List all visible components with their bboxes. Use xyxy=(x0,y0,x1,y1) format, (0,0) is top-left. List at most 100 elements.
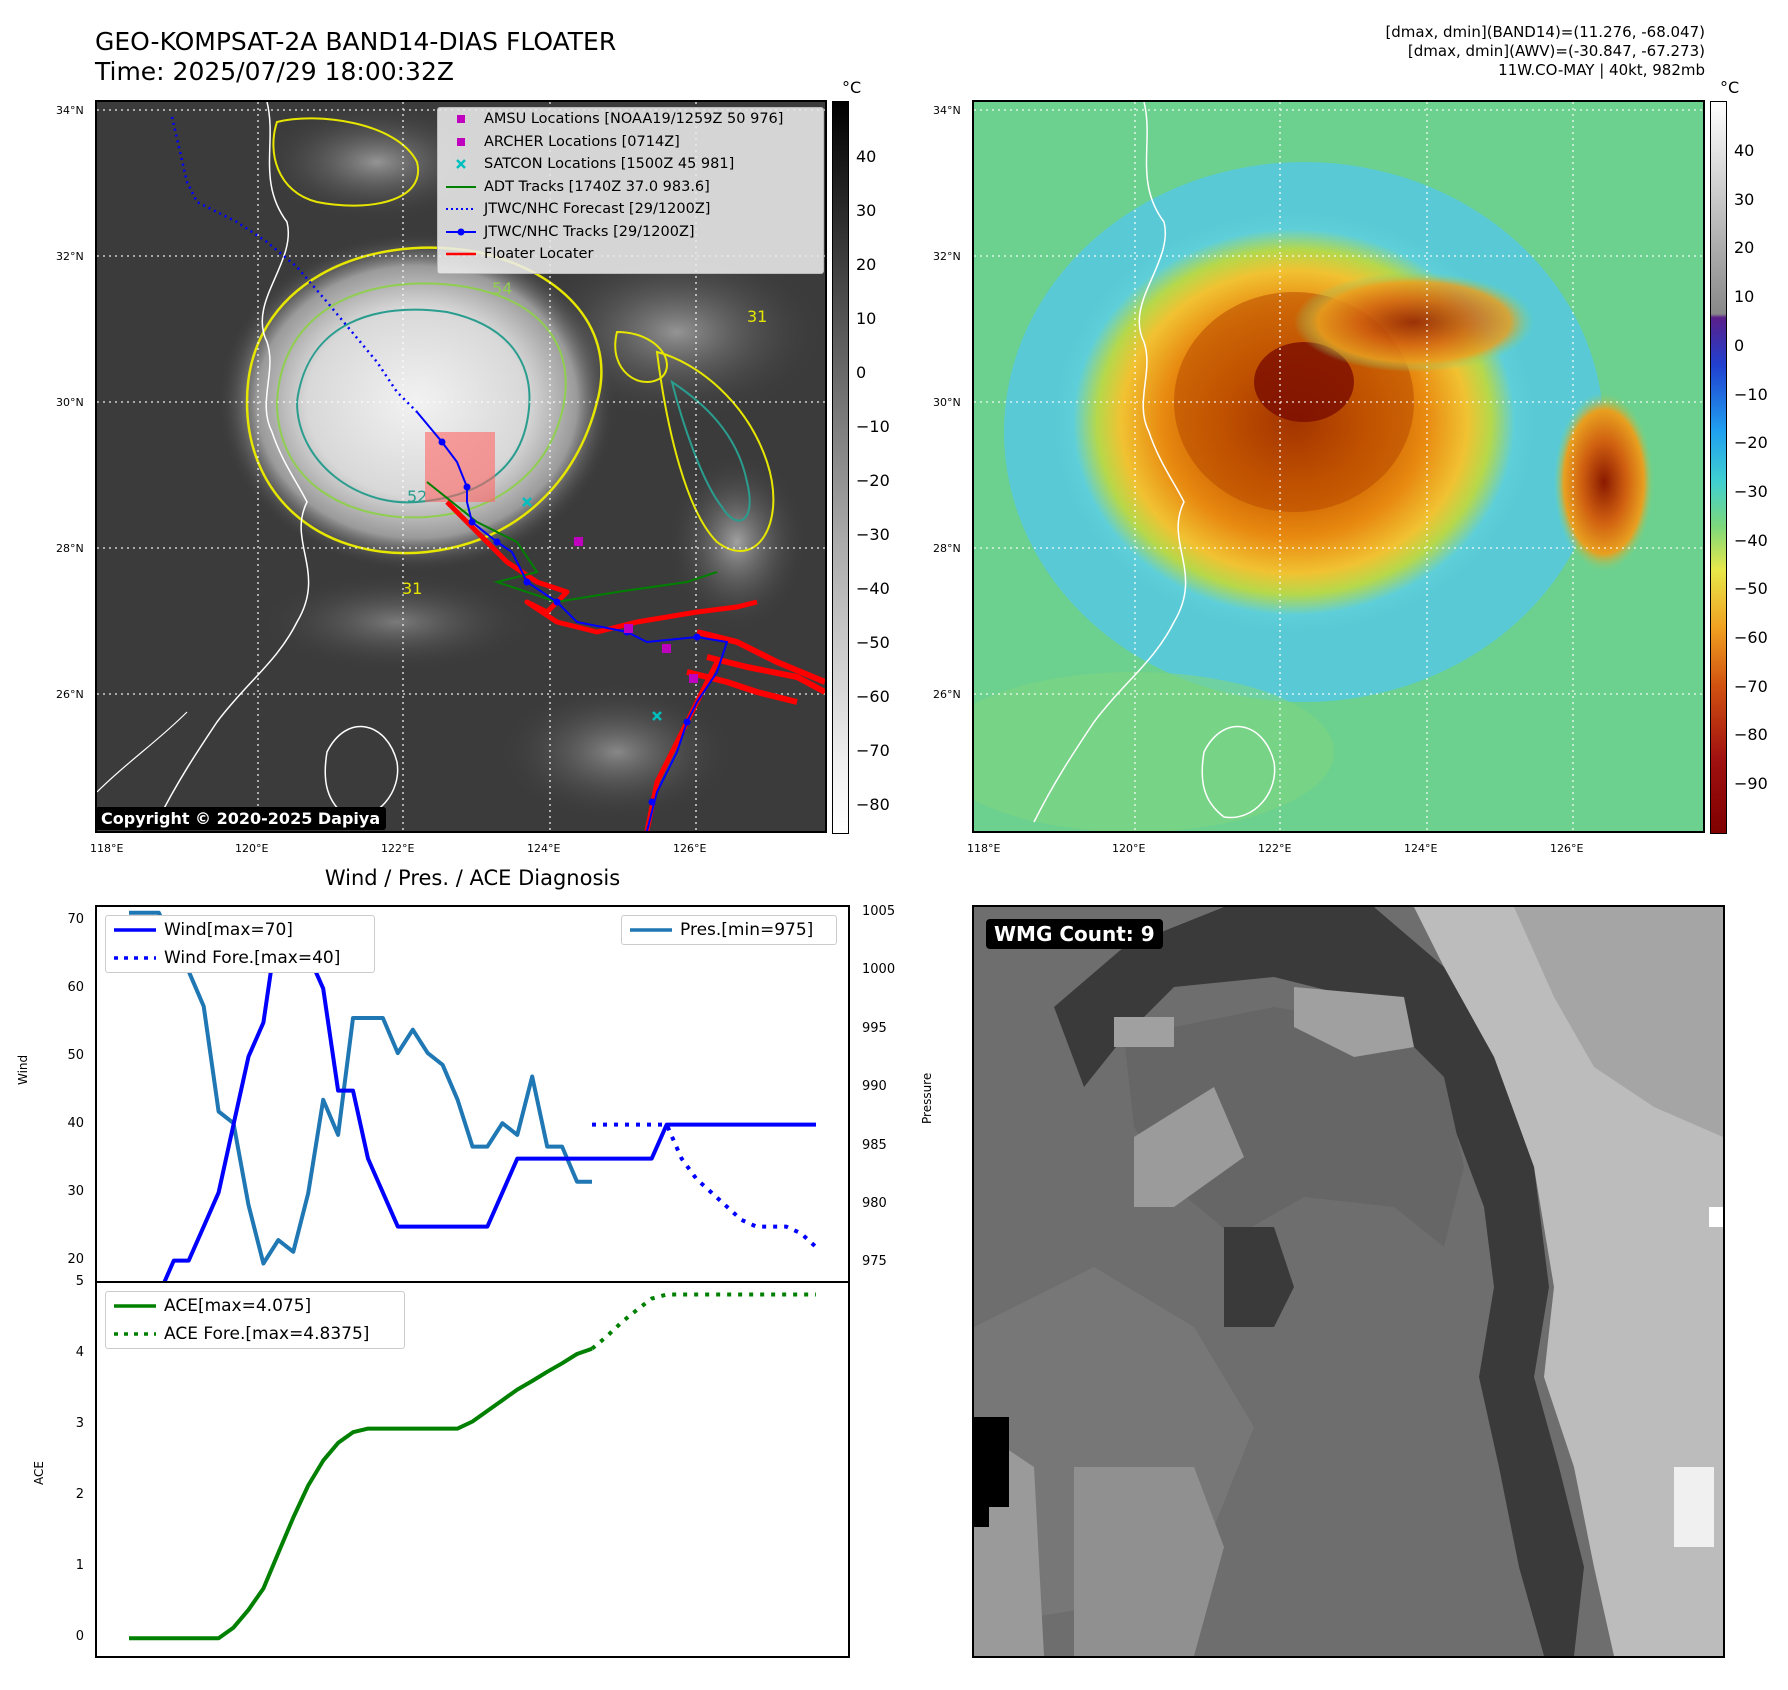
ace-forecast-line xyxy=(590,1292,816,1351)
legend-item-ace-forecast: ACE Fore.[max=4.8375] xyxy=(106,1320,404,1348)
ace-y-tick: 2 xyxy=(75,1487,84,1503)
wv-colorbar-ticks: 40 30 20 10 0 −10 −20 −30 −40 −50 −60 −7… xyxy=(1710,101,1768,832)
ace-axis-label: ACE xyxy=(32,1461,46,1485)
legend-label: ACE Fore.[max=4.8375] xyxy=(164,1324,370,1344)
dotted-line-icon xyxy=(444,198,478,221)
legend-label: Wind[max=70] xyxy=(164,920,293,940)
line-marker-icon xyxy=(444,176,478,199)
ir-tick: −60 xyxy=(856,687,890,706)
square-marker-icon xyxy=(444,108,478,131)
wind-pressure-panel: Wind[max=70] Wind Fore.[max=40] Pres.[mi… xyxy=(95,905,850,1283)
lat-tick: 26°N xyxy=(933,688,961,701)
ace-y-tick: 1 xyxy=(75,1558,84,1574)
wind-legend: Wind[max=70] Wind Fore.[max=40] xyxy=(105,915,375,973)
wv-tick: 10 xyxy=(1734,287,1755,306)
lat-tick: 30°N xyxy=(933,396,961,409)
ace-y-tick: 4 xyxy=(75,1345,84,1361)
line-dot-icon xyxy=(444,221,478,244)
ir-colorbar-ticks: 40 30 20 10 0 −10 −20 −30 −40 −50 −60 −7… xyxy=(832,101,890,832)
legend-item-pressure: Pres.[min=975] xyxy=(622,916,836,944)
ace-legend: ACE[max=4.075] ACE Fore.[max=4.8375] xyxy=(105,1291,405,1349)
legend-label: ACE[max=4.075] xyxy=(164,1296,312,1316)
solid-line-icon xyxy=(112,916,158,944)
wind-y-tick: 30 xyxy=(67,1183,84,1199)
line-marker-icon xyxy=(444,243,478,266)
pressure-y-tick: 975 xyxy=(862,1254,887,1270)
legend-item-wind-forecast: Wind Fore.[max=40] xyxy=(106,944,374,972)
lon-tick: 118°E xyxy=(967,842,1001,855)
wv-tick: −20 xyxy=(1734,433,1768,452)
ir-colorbar xyxy=(832,101,849,834)
ir-tick: 10 xyxy=(856,309,877,328)
dotted-line-icon xyxy=(112,1320,158,1348)
wind-y-tick: 50 xyxy=(67,1047,84,1063)
ir-tick: −80 xyxy=(856,795,890,814)
ace-panel: ACE[max=4.075] ACE Fore.[max=4.8375] xyxy=(95,1281,850,1658)
ir-tick: −40 xyxy=(856,579,890,598)
wmg-count-badge: WMG Count: 9 xyxy=(986,919,1163,949)
copyright-label: Copyright © 2020-2025 Dapiya xyxy=(97,807,387,830)
lon-tick: 122°E xyxy=(381,842,415,855)
legend-label: ARCHER Locations [0714Z] xyxy=(484,133,680,150)
legend-label: SATCON Locations [1500Z 45 981] xyxy=(484,156,735,172)
wv-colorbar xyxy=(1710,101,1727,834)
ace-y-tick: 3 xyxy=(75,1416,84,1432)
legend-label: JTWC/NHC Tracks [29/1200Z] xyxy=(484,223,695,240)
legend-item-archer: ARCHER Locations [0714Z] xyxy=(438,131,823,154)
lat-tick: 34°N xyxy=(56,104,84,117)
wv-tick: −30 xyxy=(1734,482,1768,501)
info-line-1: [dmax, dmin](BAND14)=(11.276, -68.047) xyxy=(1385,23,1705,41)
lat-tick: 28°N xyxy=(56,542,84,555)
wv-tick: −80 xyxy=(1734,725,1768,744)
ir-tick: −20 xyxy=(856,471,890,490)
pressure-y-tick: 990 xyxy=(862,1079,887,1095)
wmg-image xyxy=(974,907,1723,1656)
contour-label-52: 52 xyxy=(407,487,427,506)
lat-tick: 30°N xyxy=(56,396,84,409)
pressure-y-tick: 1000 xyxy=(862,962,896,978)
lat-tick: 34°N xyxy=(933,104,961,117)
wv-colorbar-unit: °C xyxy=(1720,78,1740,97)
solid-line-icon xyxy=(628,916,674,944)
pressure-axis-label: Pressure xyxy=(920,1072,934,1124)
contour-label-31a: 31 xyxy=(747,307,767,326)
legend-label: Wind Fore.[max=40] xyxy=(164,948,341,968)
ir-colorbar-unit: °C xyxy=(842,78,862,97)
legend-label: Pres.[min=975] xyxy=(680,920,814,940)
ir-tick: 40 xyxy=(856,147,877,166)
wv-tick: −90 xyxy=(1734,774,1768,793)
wv-tick: −40 xyxy=(1734,531,1768,550)
chart-time: Time: 2025/07/29 18:00:32Z xyxy=(95,57,454,86)
ir-tick: 0 xyxy=(856,363,867,382)
wind-y-tick: 20 xyxy=(67,1251,84,1267)
legend-item-floater: Floater Locater xyxy=(438,243,823,266)
wv-tick: −50 xyxy=(1734,579,1768,598)
pressure-y-tick: 980 xyxy=(862,1196,887,1212)
pressure-y-tick: 985 xyxy=(862,1137,887,1153)
ir-tick: −70 xyxy=(856,741,890,760)
lon-tick: 124°E xyxy=(1404,842,1438,855)
wind-y-tick: 40 xyxy=(67,1115,84,1131)
wv-tick: −10 xyxy=(1734,385,1768,404)
wv-tick: −70 xyxy=(1734,677,1768,696)
info-line-2: [dmax, dmin](AWV)=(-30.847, -67.273) xyxy=(1407,42,1705,60)
legend-label: ADT Tracks [1740Z 37.0 983.6] xyxy=(484,178,710,195)
wind-y-tick: 60 xyxy=(67,979,84,995)
legend-item-jtwc-forecast: JTWC/NHC Forecast [29/1200Z] xyxy=(438,198,823,221)
solid-line-icon xyxy=(112,1292,158,1320)
legend-item-amsu: AMSU Locations [NOAA19/1259Z 50 976] xyxy=(438,108,823,131)
lon-tick: 118°E xyxy=(90,842,124,855)
lon-tick: 124°E xyxy=(527,842,561,855)
ir-tick: −50 xyxy=(856,633,890,652)
ir-map-panel: 54 31 31 52 xyxy=(95,100,827,833)
legend-item-wind: Wind[max=70] xyxy=(106,916,374,944)
diagnosis-title: Wind / Pres. / ACE Diagnosis xyxy=(324,866,621,890)
wind-axis-label: Wind xyxy=(16,1054,30,1085)
wv-tick: 40 xyxy=(1734,141,1755,160)
legend-item-adt: ADT Tracks [1740Z 37.0 983.6] xyxy=(438,176,823,199)
wmg-panel: WMG Count: 9 xyxy=(972,905,1725,1658)
wv-tick: 30 xyxy=(1734,190,1755,209)
ir-tick: −30 xyxy=(856,525,890,544)
pressure-y-tick: 1005 xyxy=(862,903,896,919)
ir-tick: 30 xyxy=(856,201,877,220)
